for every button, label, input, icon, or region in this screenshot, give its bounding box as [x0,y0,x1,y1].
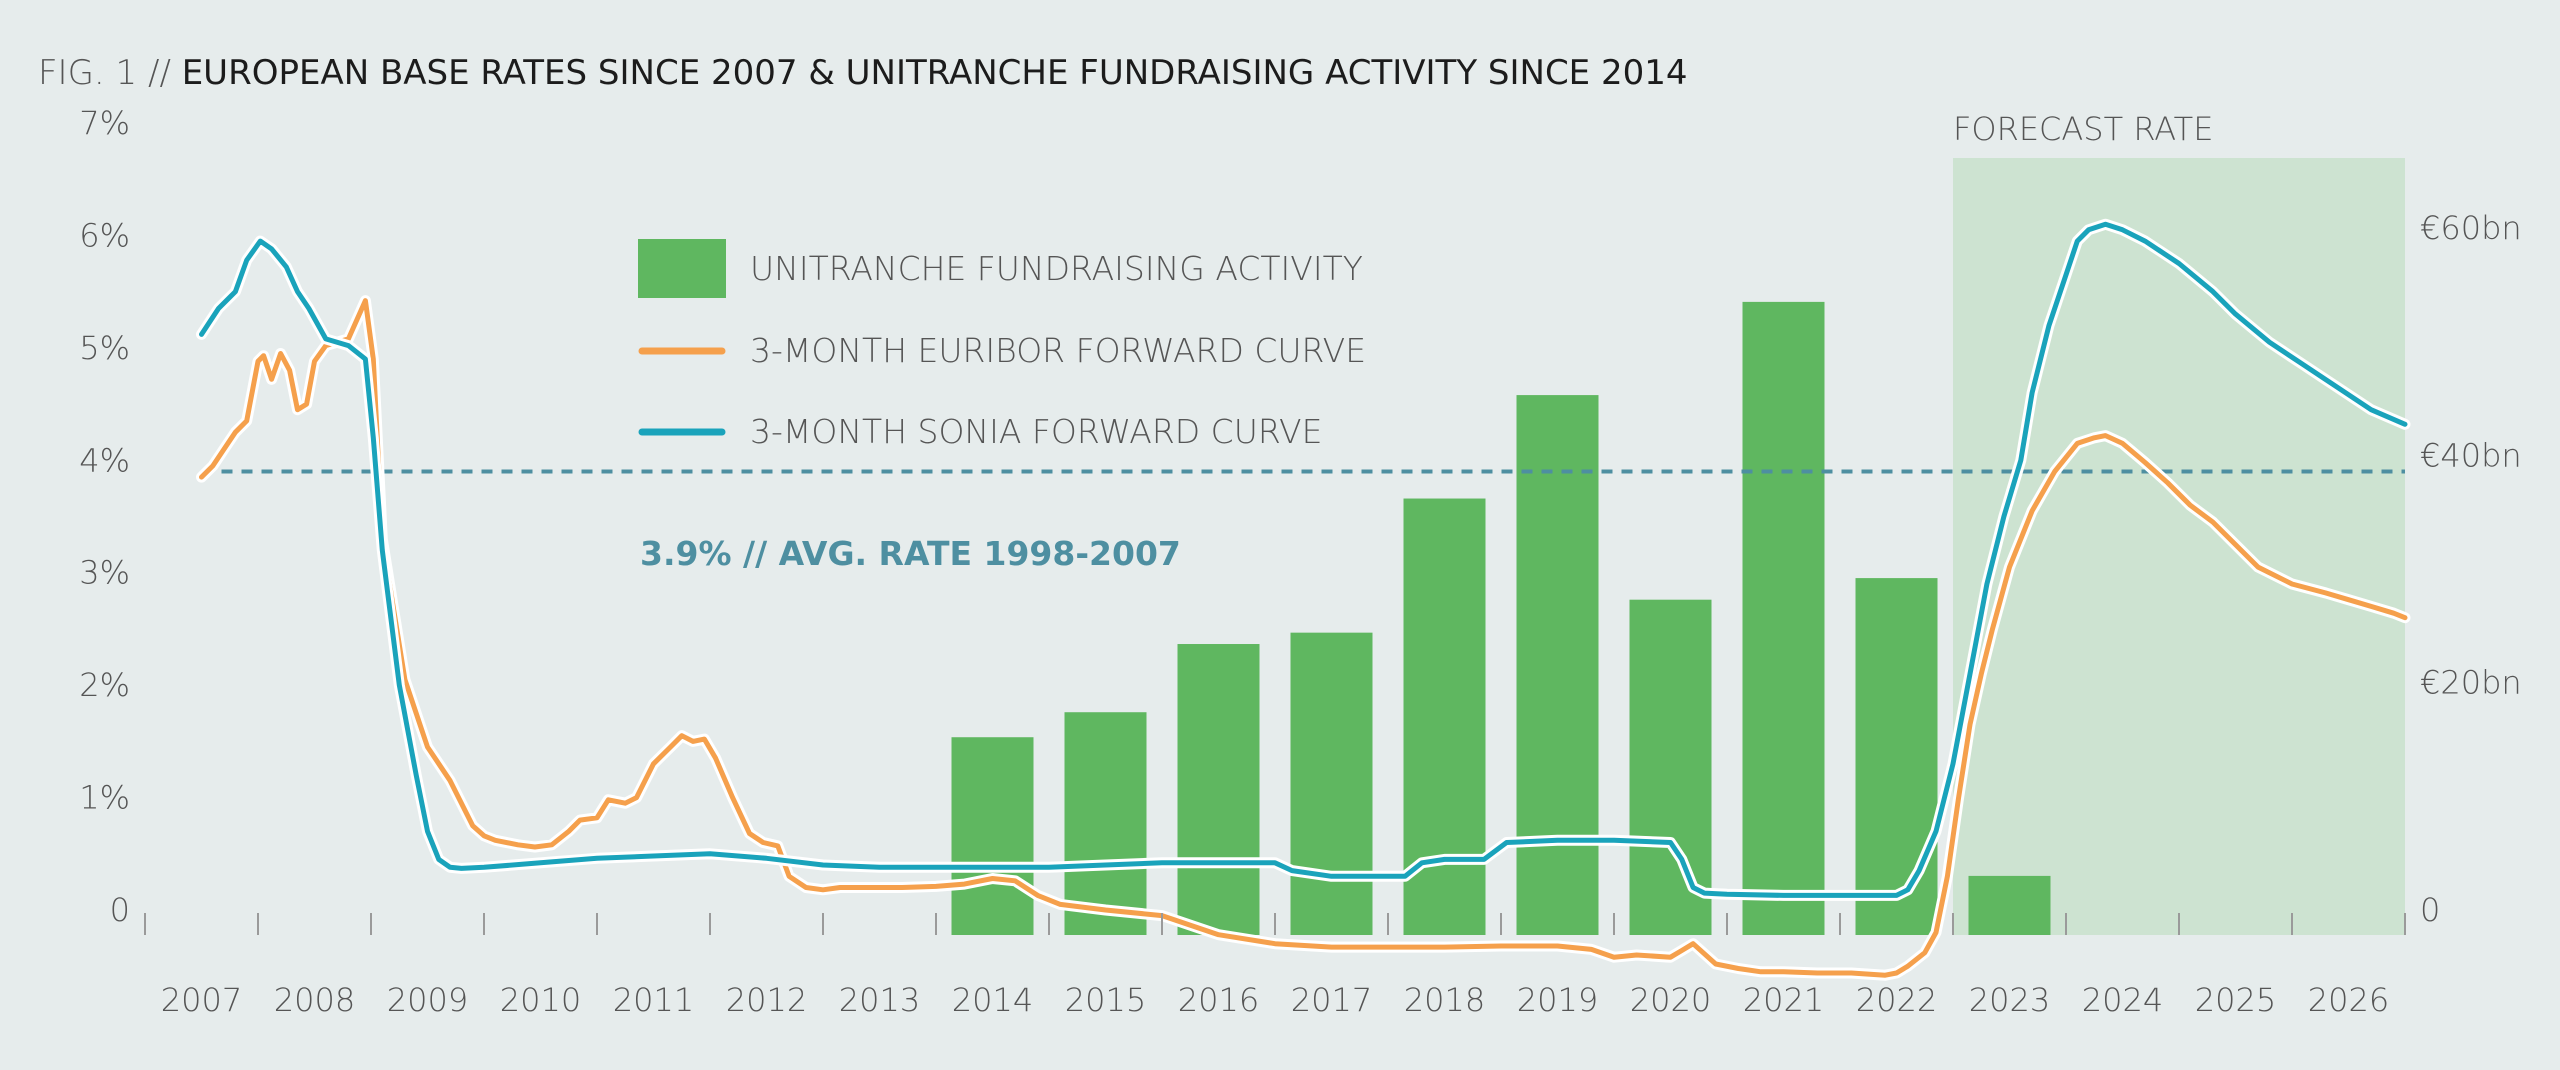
bar-2014 [951,737,1034,935]
chart-title-main: EUROPEAN BASE RATES SINCE 2007 & UNITRAN… [182,53,1688,93]
legend-label-sonia: 3-MONTH SONIA FORWARD CURVE [750,412,1322,451]
x-tick-label-2008: 2008 [274,981,355,1019]
x-tick-label-2022: 2022 [1856,981,1937,1019]
x-tick-label-2013: 2013 [839,981,920,1019]
y-left-tick-4: 4% [79,441,130,479]
bar-2020 [1629,599,1712,935]
x-tick-label-2012: 2012 [726,981,807,1019]
legend-label-fundraising: UNITRANCHE FUNDRAISING ACTIVITY [750,249,1363,288]
y-axis-right: 0 €20bn €40bn €60bn [2420,209,2522,929]
y-left-tick-2: 2% [79,666,130,704]
x-tick-label-2007: 2007 [161,981,242,1019]
bar-2016 [1177,644,1260,935]
y-left-tick-5: 5% [79,329,130,367]
y-left-tick-3: 3% [79,554,130,592]
x-tick-label-2020: 2020 [1630,981,1711,1019]
x-axis: 2007 2008 2009 2010 2011 2012 2013 2014 2015 2016… [144,913,2406,1019]
x-tick-label-2025: 2025 [2195,981,2276,1019]
legend-swatch-fundraising [638,239,726,298]
y-left-tick-7: 7% [79,104,130,142]
y-axis-left: 0 1% 2% 3% 4% 5% 6% 7% [79,104,130,929]
forecast-region [1953,158,2405,935]
legend: UNITRANCHE FUNDRAISING ACTIVITY 3-MONTH … [638,239,1366,451]
y-left-tick-0: 0 [110,891,130,929]
x-tick-label-2010: 2010 [500,981,581,1019]
y-right-tick-0: 0 [2420,891,2440,929]
bar-2021 [1742,301,1825,936]
y-right-tick-1: €20bn [2420,664,2522,702]
x-tick-label-2018: 2018 [1404,981,1485,1019]
x-tick-label-2023: 2023 [1969,981,2050,1019]
chart-title-prefix: FIG. 1 // [38,53,182,93]
bar-series [951,301,2051,936]
bar-2015 [1064,712,1147,935]
x-tick-label-2011: 2011 [613,981,694,1019]
x-tick-label-2014: 2014 [952,981,1033,1019]
y-right-tick-3: €60bn [2420,209,2522,247]
bar-2022 [1855,578,1938,935]
x-tick-label-2015: 2015 [1065,981,1146,1019]
x-tick-label-2019: 2019 [1517,981,1598,1019]
x-tick-label-2017: 2017 [1291,981,1372,1019]
x-tick-label-2024: 2024 [2082,981,2163,1019]
legend-label-euribor: 3-MONTH EURIBOR FORWARD CURVE [750,331,1366,370]
bar-2019 [1516,395,1599,936]
reference-line-label: 3.9% // AVG. RATE 1998-2007 [640,534,1181,573]
y-left-tick-6: 6% [79,216,130,254]
x-tick-label-2021: 2021 [1743,981,1824,1019]
y-right-tick-2: €40bn [2420,436,2522,474]
forecast-label: FORECAST RATE [1953,110,2213,148]
bar-2017 [1290,632,1373,935]
bar-2023 [1968,875,2051,935]
y-left-tick-1: 1% [79,779,130,817]
x-tick-label-2026: 2026 [2308,981,2389,1019]
x-tick-label-2016: 2016 [1178,981,1259,1019]
sonia-line [199,221,2408,898]
chart-title: FIG. 1 // EUROPEAN BASE RATES SINCE 2007… [38,53,1688,93]
x-tick-label-2009: 2009 [387,981,468,1019]
